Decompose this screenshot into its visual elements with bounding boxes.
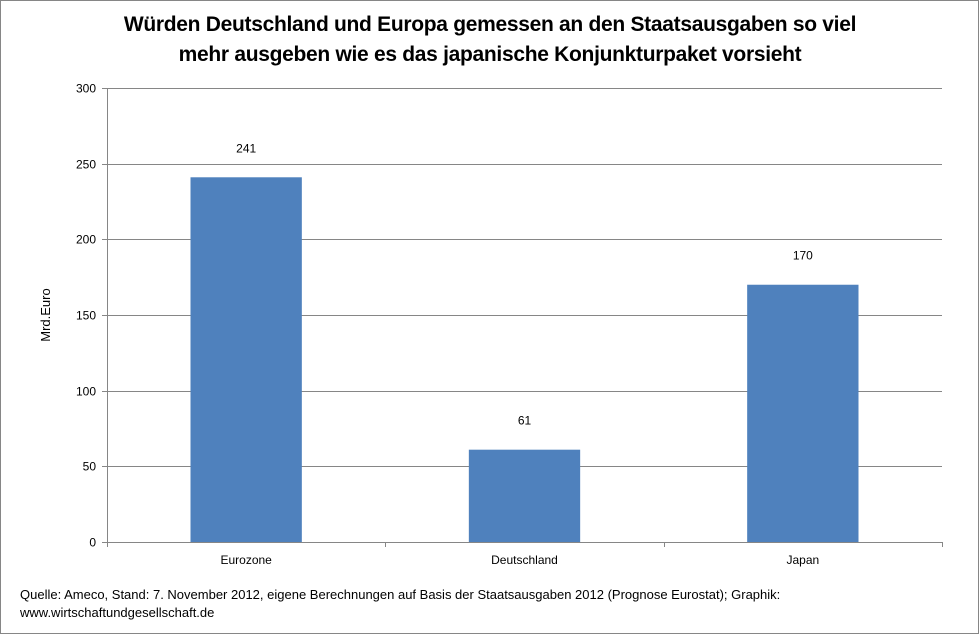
- bar-japan: [747, 284, 859, 542]
- bar-deutschland: [468, 449, 581, 542]
- y-tick-label: 300: [76, 82, 96, 96]
- y-axis-ticks: 0 50 100 150 200 250 300: [76, 82, 108, 550]
- source-line-1: Quelle: Ameco, Stand: 7. November 2012, …: [20, 587, 781, 602]
- y-tick-label: 250: [76, 158, 96, 172]
- bar-eurozone: [190, 177, 302, 542]
- chart-title: Würden Deutschland und Europa gemessen a…: [60, 10, 920, 70]
- x-tick-label: Deutschland: [491, 553, 558, 567]
- source-line-2[interactable]: www.wirtschaftundgesellschaft.de: [20, 605, 215, 620]
- data-label: 61: [518, 414, 532, 428]
- data-label: 241: [236, 141, 256, 155]
- y-tick-label: 0: [89, 536, 96, 550]
- x-tick-label: Japan: [786, 553, 819, 567]
- chart-title-line-1: Würden Deutschland und Europa gemessen a…: [123, 13, 857, 36]
- x-tick-label: Eurozone: [220, 553, 272, 567]
- y-axis-label: Mrd.Euro: [38, 288, 53, 341]
- y-tick-label: 200: [76, 233, 96, 247]
- x-axis: Eurozone Deutschland Japan: [107, 542, 943, 567]
- bars: [190, 177, 859, 542]
- y-tick-label: 150: [76, 309, 96, 323]
- chart-title-line-2: mehr ausgeben wie es das japanische Konj…: [178, 43, 802, 66]
- y-tick-label: 100: [76, 385, 96, 399]
- y-tick-label: 50: [83, 460, 97, 474]
- source-note: Quelle: Ameco, Stand: 7. November 2012, …: [20, 586, 780, 622]
- data-label: 170: [793, 249, 813, 263]
- data-labels: 241 61 170: [236, 141, 813, 427]
